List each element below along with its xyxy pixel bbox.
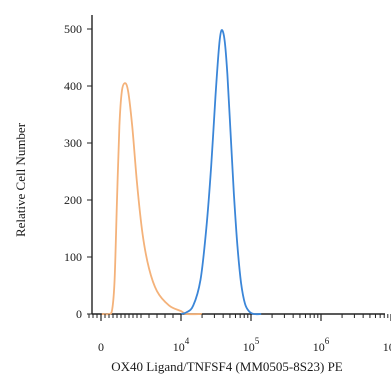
y-tick-label: 300	[64, 136, 82, 150]
x-tick-label: 0	[98, 340, 104, 354]
ticks-layer: 0 100 200 300 400 500 0 104 105 106 107	[64, 22, 391, 354]
y-tick-label: 100	[64, 250, 82, 264]
x-tick-label: 106	[313, 336, 330, 354]
histogram-series-2	[180, 29, 262, 316]
x-tick-label: 104	[173, 336, 190, 354]
y-tick-label: 200	[64, 193, 82, 207]
y-tick-label: 0	[76, 307, 82, 321]
y-tick-label: 400	[64, 79, 82, 93]
histogram-series-1	[101, 82, 203, 316]
y-axis-label: Relative Cell Number	[13, 122, 28, 237]
x-tick-label: 107	[383, 336, 391, 354]
x-axis-label: OX40 Ligand/TNFSF4 (MM0505-8S23) PE	[111, 359, 343, 374]
y-tick-label: 500	[64, 22, 82, 36]
x-tick-label: 105	[243, 336, 260, 354]
series-layer	[101, 29, 262, 316]
